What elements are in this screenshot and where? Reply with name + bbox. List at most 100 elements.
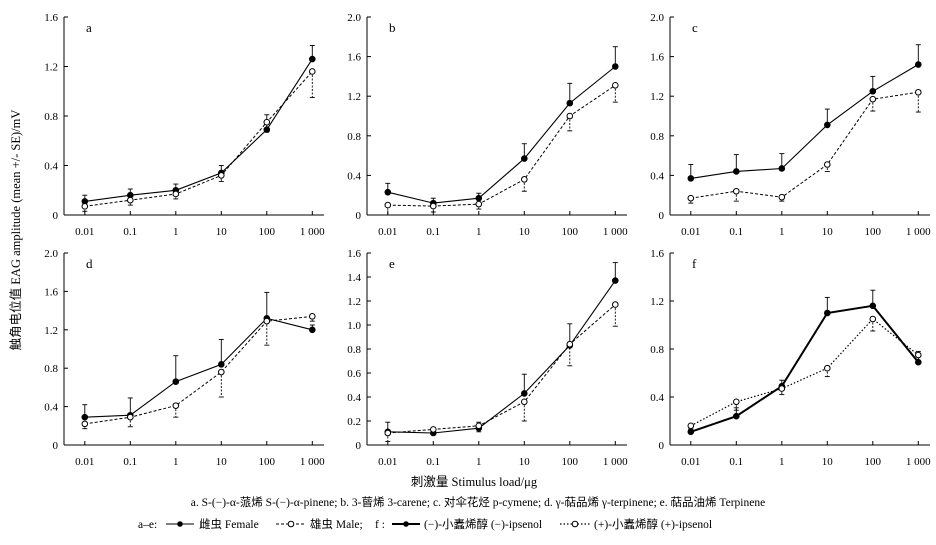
data-point (778, 193, 786, 201)
x-tick-label: 0.01 (75, 226, 94, 238)
legend-ae-prefix: a–e: (138, 519, 157, 531)
series-line (84, 317, 313, 418)
y-tick-label: 2.0 (44, 248, 58, 260)
y-tick-label: 0.8 (44, 111, 58, 123)
y-tick-label: 0.4 (44, 161, 58, 173)
data-point (915, 88, 922, 96)
data-point (824, 121, 831, 129)
x-tick-label: 10 (519, 456, 531, 468)
x-tick-label: 0.1 (426, 456, 440, 468)
series-f-0 (687, 289, 922, 436)
series-a-1 (81, 68, 316, 212)
series-line (387, 66, 616, 204)
series-line (387, 84, 616, 207)
data-point (869, 95, 877, 103)
data-point (778, 385, 786, 392)
y-tick-label: 0.4 (44, 402, 58, 414)
x-tick-label: 0.01 (75, 456, 94, 468)
x-tick-label: 0.01 (378, 456, 397, 468)
data-point (687, 422, 695, 430)
legend-male-label: 雄虫 Male; (310, 517, 363, 531)
y-tick-label: 0 (659, 210, 665, 222)
data-point (218, 368, 225, 376)
y-tick-label: 0 (356, 440, 362, 452)
series-c-0 (687, 44, 922, 182)
data-point (430, 426, 437, 433)
y-tick-label: 0.4 (650, 170, 664, 182)
x-tick-label: 0.01 (378, 226, 397, 238)
x-tick-label: 0.1 (123, 226, 137, 238)
x-tick-label: 1 000 (603, 226, 628, 238)
data-point (521, 155, 528, 162)
y-tick-label: 1.0 (347, 320, 361, 332)
x-tick-label: 1 (476, 456, 482, 468)
series-c-1 (687, 88, 922, 204)
series-f-1 (687, 315, 922, 430)
x-tick-label: 1 (173, 456, 179, 468)
x-tick-label: 1 (173, 226, 179, 238)
legend-minus-ipsenol-label: (−)-小蠹烯醇 (−)-ipsenol (424, 517, 542, 531)
x-tick-label: 0.1 (729, 226, 743, 238)
x-tick-label: 1 000 (300, 456, 325, 468)
x-tick-label: 0.1 (123, 456, 137, 468)
x-tick-label: 1 000 (906, 226, 931, 238)
y-tick-label: 1.6 (44, 12, 58, 24)
data-point (475, 200, 483, 208)
y-tick-label: 1.2 (650, 91, 664, 103)
x-tick-label: 100 (259, 456, 276, 468)
data-point (309, 313, 316, 320)
data-point (612, 63, 619, 70)
data-point (869, 87, 877, 95)
panel-e: 0 0.2 0.4 0.6 0.8 1.0 1.2 1.4 1.6 0.01 0.1 1 10 100 1 … (347, 248, 628, 468)
data-point (172, 378, 180, 385)
x-tick-label: 100 (562, 456, 579, 468)
series-line (84, 58, 313, 202)
y-tick-label: 1.2 (44, 325, 58, 337)
x-axis-title: 刺激量 Stimulus load/μg (411, 475, 538, 489)
series-line (690, 304, 920, 433)
y-tick-label: 2.0 (347, 12, 361, 24)
data-point (869, 302, 877, 310)
x-tick-label: 1 (779, 456, 785, 468)
data-point (733, 168, 740, 175)
y-tick-label: 1.6 (650, 248, 664, 260)
data-point (475, 194, 483, 202)
y-tick-label: 0.8 (650, 131, 664, 143)
series-e-0 (384, 262, 619, 437)
series-line (387, 280, 616, 434)
x-tick-label: 1 000 (906, 456, 931, 468)
series-line (84, 315, 313, 425)
y-tick-label: 0 (356, 210, 362, 222)
legend-plus-ipsenol-label: (+)-小蠹烯醇 (+)-ipsenol (594, 517, 712, 531)
data-point (127, 413, 134, 421)
data-point (172, 190, 180, 198)
data-point (81, 420, 89, 428)
x-tick-label: 100 (865, 226, 882, 238)
data-point (521, 176, 528, 183)
x-tick-label: 1 000 (300, 226, 325, 238)
series-line (84, 71, 313, 207)
data-point (521, 398, 528, 406)
legend-plus-ipsenol-marker (571, 520, 579, 528)
data-point (81, 413, 89, 421)
data-point (824, 364, 831, 372)
data-point (733, 398, 740, 406)
legend-female-marker (177, 521, 183, 527)
data-point (733, 187, 740, 195)
y-tick-label: 0 (53, 210, 59, 222)
legend-minus-ipsenol-marker (403, 521, 409, 527)
panel-letter-a: a (86, 20, 92, 35)
x-tick-label: 10 (216, 456, 228, 468)
y-tick-label: 2.0 (650, 12, 664, 24)
y-tick-label: 0.8 (347, 344, 361, 356)
data-point (612, 82, 619, 89)
data-point (612, 277, 619, 284)
data-point (824, 309, 831, 317)
panel-letter-c: c (692, 20, 698, 35)
series-b-0 (384, 46, 619, 207)
data-point (384, 188, 392, 196)
panel-letter-e: e (389, 256, 395, 271)
x-tick-label: 1 (779, 226, 785, 238)
x-tick-label: 0.01 (681, 456, 700, 468)
series-b-1 (384, 82, 619, 216)
